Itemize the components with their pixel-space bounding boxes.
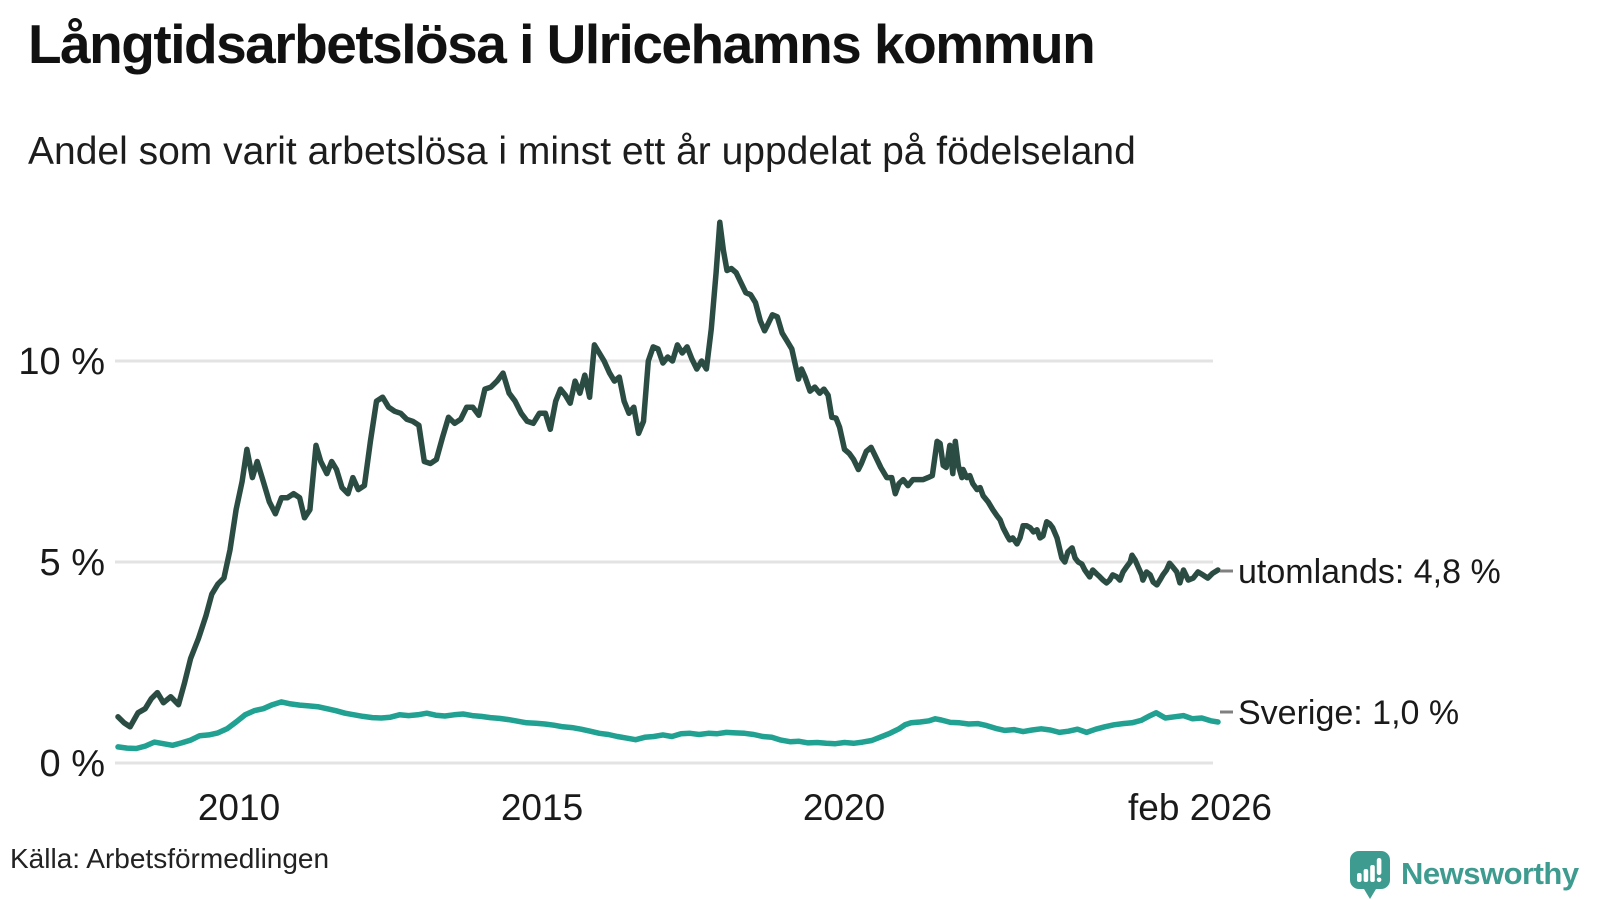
series-line-sverige [115,699,1221,752]
exclamation-glyph [1376,858,1382,875]
series-line-utomlands [115,219,1221,730]
bar-chart-glyph [1357,873,1362,882]
y-tick-label: 10 % [18,341,105,383]
newsworthy-logo-text: Newsworthy [1401,856,1579,891]
x-tick-label: 2020 [803,787,885,828]
newsworthy-logo-icon [1350,851,1390,899]
series-label-sverige: Sverige: 1,0 % [1238,694,1459,732]
axis-labels: 0 % 5 % 10 % 2010 2015 2020 feb 2026 [18,341,1272,828]
x-tick-label: feb 2026 [1128,787,1272,828]
x-tick-label: 2010 [198,787,280,828]
y-tick-label: 0 % [40,743,105,785]
y-tick-label: 5 % [40,542,105,584]
chart-subtitle: Andel som varit arbetslösa i minst ett å… [28,130,1136,173]
series-lines [115,219,1221,752]
source-note: Källa: Arbetsförmedlingen [10,843,330,874]
x-tick-label: 2015 [501,787,583,828]
newsworthy-logo: Newsworthy [1348,849,1579,899]
chart-title: Långtidsarbetslösa i Ulricehamns kommun [28,13,1096,75]
series-label-utomlands: utomlands: 4,8 % [1238,553,1501,591]
